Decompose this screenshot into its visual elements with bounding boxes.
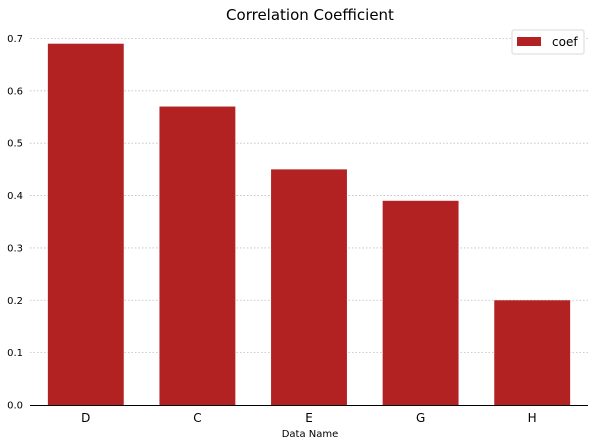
x-tick-label: C (193, 411, 201, 425)
legend: coef (511, 29, 585, 55)
y-tick-label: 0.0 (7, 401, 23, 412)
x-tick-label: E (305, 411, 313, 425)
x-tick-label: H (528, 411, 537, 425)
legend-label: coef (552, 35, 578, 49)
y-tick-label: 0.7 (7, 34, 23, 45)
bar-C (159, 106, 236, 406)
x-tick-label: D (81, 411, 90, 425)
chart-title: Correlation Coefficient (226, 6, 394, 24)
bars-layer (47, 43, 571, 406)
y-tick-label: 0.5 (7, 139, 23, 150)
bar-H (494, 300, 571, 405)
legend-box (511, 29, 585, 55)
y-tick-label: 0.1 (7, 348, 23, 359)
y-tick-label: 0.6 (7, 86, 23, 97)
bar-D (47, 43, 124, 405)
legend-swatch (517, 37, 541, 46)
y-tick-label: 0.2 (7, 296, 23, 307)
bar-G (382, 200, 459, 405)
bar-E (271, 169, 347, 405)
y-tick-label: 0.4 (7, 191, 23, 202)
y-tick-label: 0.3 (7, 243, 23, 254)
x-tick-label: G (416, 411, 425, 425)
y-tick-labels: 0.0 0.1 0.2 0.3 0.4 0.5 0.6 0.7 (7, 34, 23, 412)
x-axis-label: Data Name (282, 429, 339, 440)
